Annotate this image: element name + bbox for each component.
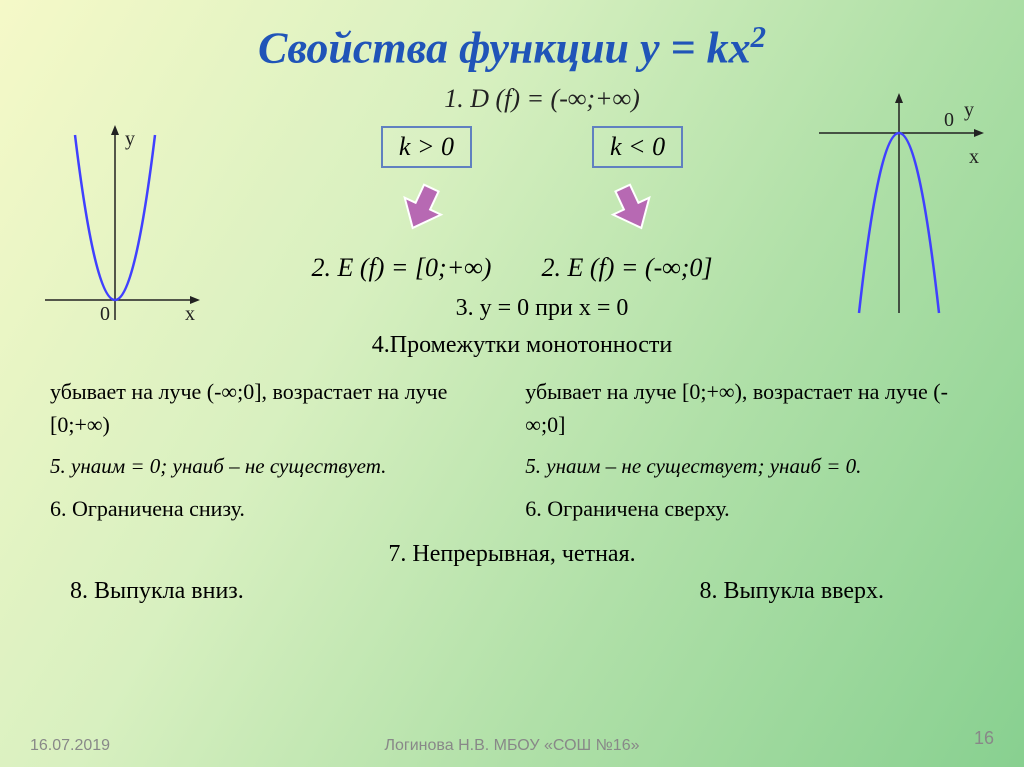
graph-parabola-down: y x 0 — [809, 88, 989, 318]
columns-row: убывает на луче (-∞;0], возрастает на лу… — [40, 375, 984, 536]
kbox-negative: k < 0 — [592, 126, 683, 168]
p8-pos: 8. Выпукла вниз. — [70, 578, 244, 605]
kbox-positive: k > 0 — [381, 126, 472, 168]
graph-parabola-up: y x 0 — [35, 120, 205, 335]
slide-container: y x 0 y x 0 Свойства функции y = kx2 1. … — [0, 0, 1024, 767]
p5-pos: 5. yнаим = 0; yнаиб – не существует. — [50, 451, 489, 483]
axis-x-label: x — [185, 303, 195, 325]
axis-y-label: y — [125, 128, 135, 150]
column-negative: убывает на луче [0;+∞), возрастает на лу… — [525, 375, 964, 536]
p6-neg: 6. Ограничена сверху. — [525, 492, 964, 525]
origin-label: 0 — [100, 303, 110, 325]
title-sup: 2 — [751, 20, 766, 54]
origin-label-r: 0 — [944, 109, 954, 131]
p8-neg: 8. Выпукла вверх. — [700, 578, 884, 605]
title-pre: Свойства функции — [258, 24, 640, 73]
arrow-down-left-icon — [392, 178, 452, 238]
title-formula: y = kx — [640, 24, 751, 73]
p5-neg: 5. yнаим – не существует; yнаиб = 0. — [525, 451, 964, 483]
range-negative: 2. E (f) = (-∞;0] — [541, 253, 712, 283]
continuous-even-line: 7. Непрерывная, четная. — [40, 541, 984, 568]
range-positive: 2. E (f) = [0;+∞) — [311, 253, 491, 283]
column-positive: убывает на луче (-∞;0], возрастает на лу… — [50, 375, 489, 536]
monotonicity-heading: 4.Промежутки монотонности — [60, 332, 984, 359]
arrow-down-right-icon — [602, 178, 662, 238]
footer-page: 16 — [974, 728, 994, 749]
axis-x-label-r: x — [969, 146, 979, 168]
footer-author: Логинова Н.В. МБОУ «СОШ №16» — [0, 737, 1024, 755]
mono-neg: убывает на луче [0;+∞), возрастает на лу… — [525, 375, 964, 441]
convexity-row: 8. Выпукла вниз. 8. Выпукла вверх. — [40, 578, 984, 605]
p6-pos: 6. Ограничена снизу. — [50, 492, 489, 525]
axis-y-label-r: y — [964, 99, 974, 121]
mono-pos: убывает на луче (-∞;0], возрастает на лу… — [50, 375, 489, 441]
slide-title: Свойства функции y = kx2 — [40, 20, 984, 74]
